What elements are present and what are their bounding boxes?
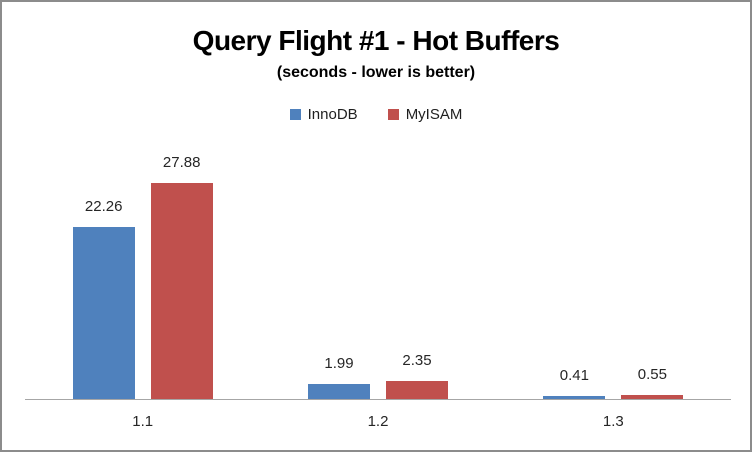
chart-title: Query Flight #1 - Hot Buffers xyxy=(192,25,560,56)
category-label-1.2: 1.2 xyxy=(367,413,389,430)
x-axis-line xyxy=(25,399,731,400)
value-label-myisam-1.3: 0.55 xyxy=(637,366,667,383)
bar-innodb-1.1 xyxy=(73,227,135,399)
value-label-innodb-1.2: 1.99 xyxy=(324,355,354,372)
value-label-myisam-1.1: 27.88 xyxy=(162,154,201,171)
legend-item-myisam: MyISAM xyxy=(387,106,463,123)
bar-myisam-1.1 xyxy=(151,183,213,399)
value-label-innodb-1.3: 0.41 xyxy=(559,367,589,384)
category-label-1.3: 1.3 xyxy=(602,413,624,430)
legend-item-innodb: InnoDB xyxy=(289,106,358,123)
bar-innodb-1.2 xyxy=(308,384,370,399)
value-label-myisam-1.2: 2.35 xyxy=(402,352,432,369)
category-label-1.1: 1.1 xyxy=(132,413,154,430)
value-label-innodb-1.1: 22.26 xyxy=(84,198,123,215)
legend-label-innodb: InnoDB xyxy=(307,106,358,123)
chart-subtitle: (seconds - lower is better) xyxy=(276,64,476,81)
bar-myisam-1.2 xyxy=(386,381,448,399)
bar-myisam-1.3 xyxy=(621,395,683,399)
legend-swatch-innodb xyxy=(289,109,301,120)
legend-swatch-myisam xyxy=(387,109,399,120)
bar-innodb-1.3 xyxy=(543,396,605,399)
legend-label-myisam: MyISAM xyxy=(405,106,463,123)
legend: InnoDB MyISAM xyxy=(2,106,750,123)
